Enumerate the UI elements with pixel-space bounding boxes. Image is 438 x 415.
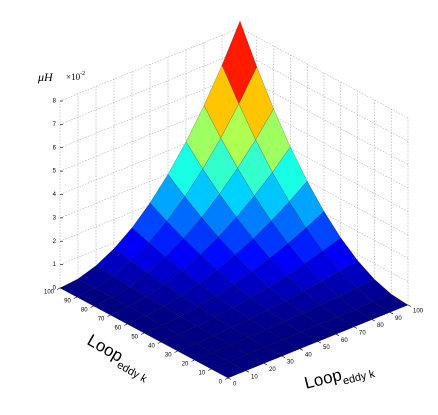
wall-grid-line bbox=[59, 144, 241, 219]
x-tick-label: 70 bbox=[98, 317, 105, 323]
y-tick bbox=[281, 355, 286, 358]
z-multiplier-exponent: -2 bbox=[80, 71, 85, 77]
z-tick-label: 6 bbox=[53, 145, 57, 151]
x-tick bbox=[224, 377, 229, 380]
z-axis-label: μH bbox=[37, 70, 54, 84]
x-tick-label: 30 bbox=[165, 353, 172, 359]
ticks: 0102030405060708090100010203040506070809… bbox=[44, 99, 424, 388]
z-multiplier: ×10-2 bbox=[66, 71, 85, 82]
y-tick bbox=[371, 319, 376, 322]
surface bbox=[59, 20, 409, 379]
wall-grid-line bbox=[59, 51, 241, 125]
z-tick-label: 3 bbox=[53, 215, 57, 221]
y-tick-label: 40 bbox=[305, 352, 312, 358]
x-tick-label: 40 bbox=[148, 344, 155, 350]
y-tick bbox=[245, 370, 250, 373]
y-tick bbox=[227, 377, 232, 380]
y-tick bbox=[353, 326, 358, 329]
x-tick-label: 0 bbox=[219, 380, 223, 386]
y-tick-label: 10 bbox=[251, 374, 258, 380]
y-tick-label: 100 bbox=[413, 309, 424, 315]
x-tick bbox=[191, 359, 195, 362]
x-tick bbox=[107, 314, 111, 317]
z-tick-label: 4 bbox=[53, 192, 57, 198]
wall-grid-line bbox=[59, 74, 241, 148]
y-tick bbox=[407, 304, 412, 307]
z-tick-label: 5 bbox=[53, 169, 57, 175]
x-tick bbox=[73, 296, 77, 299]
x-tick bbox=[208, 368, 212, 371]
x-tick bbox=[157, 341, 161, 344]
y-tick-label: 70 bbox=[359, 330, 366, 336]
y-tick bbox=[317, 341, 322, 344]
x-tick-label: 10 bbox=[199, 371, 206, 377]
y-tick-label: 0 bbox=[233, 382, 237, 388]
x-tick bbox=[90, 305, 94, 308]
x-tick-label: 60 bbox=[115, 326, 122, 332]
y-tick bbox=[263, 363, 268, 366]
z-tick-label: 7 bbox=[53, 122, 57, 128]
y-tick-label: 30 bbox=[287, 360, 294, 366]
y-tick bbox=[299, 348, 304, 351]
y-tick-label: 50 bbox=[323, 345, 330, 351]
y-tick-label: 60 bbox=[341, 338, 348, 344]
z-tick-label: 0 bbox=[53, 286, 57, 292]
x-tick-label: 100 bbox=[44, 290, 55, 296]
y-tick-label: 80 bbox=[377, 323, 384, 329]
wall-grid-line bbox=[59, 27, 241, 102]
z-tick-label: 2 bbox=[53, 239, 57, 245]
z-tick-label: 1 bbox=[53, 262, 57, 268]
y-tick bbox=[335, 333, 340, 336]
x-tick bbox=[174, 350, 178, 353]
z-tick-label: 8 bbox=[53, 99, 57, 105]
y-tick-label: 20 bbox=[269, 367, 276, 373]
x-tick-label: 80 bbox=[81, 308, 88, 314]
surface-cell bbox=[210, 361, 247, 379]
x-tick bbox=[140, 332, 145, 335]
z-multiplier-base: ×10 bbox=[66, 72, 81, 82]
x-tick-label: 90 bbox=[64, 299, 71, 305]
wall-grid-line bbox=[59, 121, 241, 195]
x-tick-label: 50 bbox=[131, 335, 138, 341]
x-tick bbox=[124, 323, 128, 326]
x-tick-label: 20 bbox=[182, 362, 189, 368]
y-tick-label: 90 bbox=[395, 316, 402, 322]
wall-grid-line bbox=[59, 97, 241, 172]
y-tick bbox=[389, 312, 394, 315]
x-tick bbox=[56, 287, 61, 290]
